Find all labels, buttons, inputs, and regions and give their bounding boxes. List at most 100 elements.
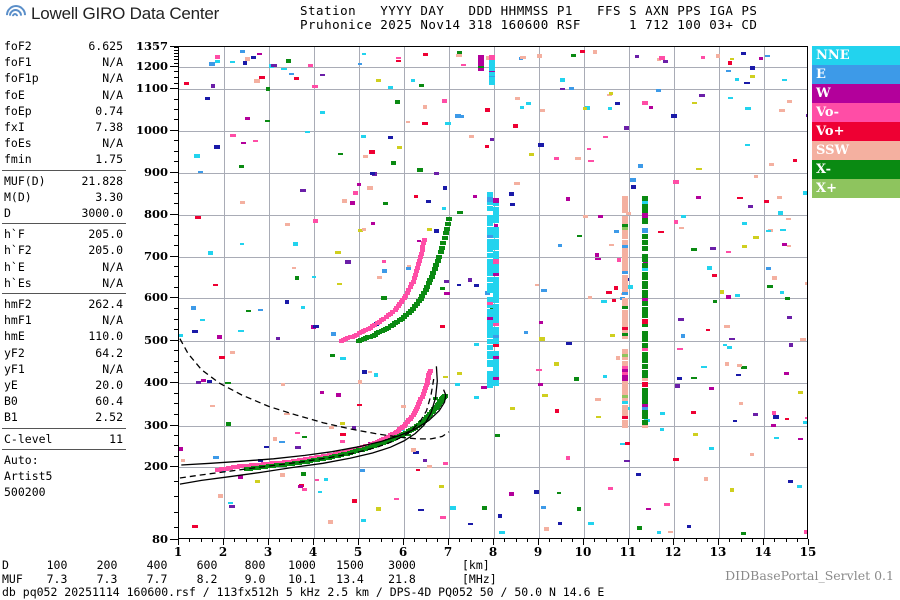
echo-point [493, 271, 500, 277]
echo-point [270, 63, 277, 67]
echo-point [486, 374, 493, 380]
echo-point [486, 229, 493, 235]
echo-point [486, 220, 493, 226]
echo-point [619, 443, 625, 446]
scale-value: 800 [244, 558, 266, 572]
echo-point [446, 216, 452, 221]
param-value: N/A [102, 136, 123, 151]
echo-point [400, 404, 406, 408]
echo-point [641, 216, 648, 222]
echo-point [621, 319, 628, 325]
echo-point [742, 222, 748, 226]
echo-point [750, 453, 755, 457]
station-header: Station YYYY DAY DDD HHMMSS P1 FFS S AXN… [300, 4, 757, 32]
echo-point [493, 277, 500, 283]
x-tick-minor [189, 539, 191, 542]
echo-point [624, 442, 630, 446]
echo-point [534, 284, 539, 287]
echo-point [272, 461, 278, 466]
legend-item-nne[interactable]: NNE [812, 46, 900, 65]
x-tick-minor [695, 539, 697, 542]
echo-point [439, 246, 446, 251]
echo-point [192, 524, 199, 528]
echo-point [360, 469, 366, 473]
echo-point [467, 523, 473, 526]
echo-point [733, 419, 738, 422]
x-tick-minor [470, 539, 472, 542]
legend-item-x[interactable]: X- [812, 160, 900, 179]
param-key: yE [4, 378, 18, 393]
echo-point [510, 203, 515, 207]
y-tick-minor [174, 98, 178, 100]
echo-point [772, 415, 779, 420]
echo-point [621, 204, 628, 210]
echo-point [673, 457, 680, 461]
echo-point [257, 308, 263, 311]
echo-point [411, 276, 417, 281]
echo-point [370, 221, 375, 225]
echo-point [637, 164, 643, 169]
echo-point [311, 275, 316, 278]
echo-point [614, 229, 620, 233]
x-tick-minor [346, 539, 348, 542]
param-key: M(D) [4, 189, 32, 204]
echo-point [415, 469, 420, 472]
legend-item-x[interactable]: X+ [812, 179, 900, 198]
param-key: fmin [4, 152, 32, 167]
echo-point [797, 484, 803, 488]
legend-item-e[interactable]: E [812, 65, 900, 84]
echo-point [493, 230, 500, 236]
echo-point [269, 461, 275, 466]
x-tick-minor [796, 539, 798, 542]
echo-point [691, 410, 697, 414]
echo-point [486, 332, 493, 338]
echo-point [493, 327, 500, 333]
echo-point [421, 291, 428, 296]
station-header-line2: Pruhonice 2025 Nov14 318 160600 RSF 1 71… [300, 17, 758, 32]
echo-point [557, 492, 561, 495]
echo-point [641, 372, 648, 378]
echo-point [423, 105, 428, 110]
y-tick-minor [174, 496, 178, 498]
echo-point [486, 276, 493, 282]
echo-point [193, 153, 200, 158]
echo-point [587, 296, 592, 300]
echo-point [493, 303, 500, 309]
ionogram-plot[interactable] [178, 46, 808, 539]
x-tick-minor [661, 539, 663, 542]
param-key: fxI [4, 120, 25, 135]
echo-point [753, 412, 759, 416]
x-tick-minor [515, 539, 517, 542]
y-tick-minor [174, 53, 178, 55]
echo-point [621, 310, 628, 316]
echo-point [263, 445, 269, 448]
echo-point [782, 242, 788, 246]
echo-point [486, 338, 493, 344]
echo-point [678, 227, 684, 230]
echo-point [789, 342, 794, 347]
echo-point [275, 460, 281, 465]
echo-point [493, 351, 500, 357]
grid-line-vertical [269, 47, 270, 538]
echo-point [513, 123, 519, 128]
scale-value: 7.3 [46, 572, 68, 586]
echo-point [493, 342, 500, 348]
echo-point [493, 318, 500, 324]
echo-point [488, 70, 495, 76]
legend-item-w[interactable]: W [812, 84, 900, 103]
echo-point [450, 505, 457, 510]
echo-point [805, 282, 807, 286]
x-tick-minor [436, 539, 438, 542]
echo-point [642, 100, 649, 105]
echo-point [741, 366, 748, 370]
echo-point [486, 350, 493, 356]
echo-point [565, 455, 570, 460]
legend-item-vo[interactable]: Vo- [812, 103, 900, 122]
legend-item-vo[interactable]: Vo+ [812, 122, 900, 141]
echo-point [339, 432, 346, 436]
legend-item-ssw[interactable]: SSW [812, 141, 900, 160]
echo-point [421, 241, 426, 246]
y-tick-minor [174, 445, 178, 447]
grid-line-horizontal [179, 383, 807, 385]
echo-point [493, 291, 500, 297]
